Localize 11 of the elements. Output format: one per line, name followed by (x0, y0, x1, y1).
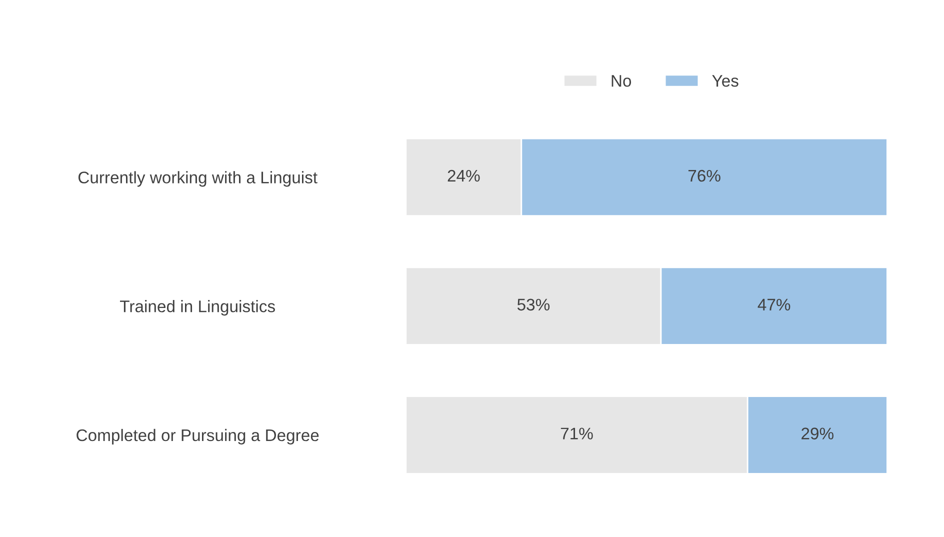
data-label: 71% (560, 428, 593, 440)
legend-label: No (612, 75, 632, 87)
data-label: 24% (448, 170, 480, 182)
data-label: 47% (758, 298, 790, 310)
data-label: 53% (517, 298, 550, 311)
data-label: 76% (688, 170, 720, 182)
data-label: 29% (802, 428, 834, 440)
y-tick-label: Completed or Pursuing a Degree (76, 428, 319, 444)
y-tick-label: Trained in Linguistics (120, 300, 275, 316)
legend-label: Yes (712, 75, 738, 87)
y-tick-label: Currently working with a Linguist (78, 171, 318, 187)
